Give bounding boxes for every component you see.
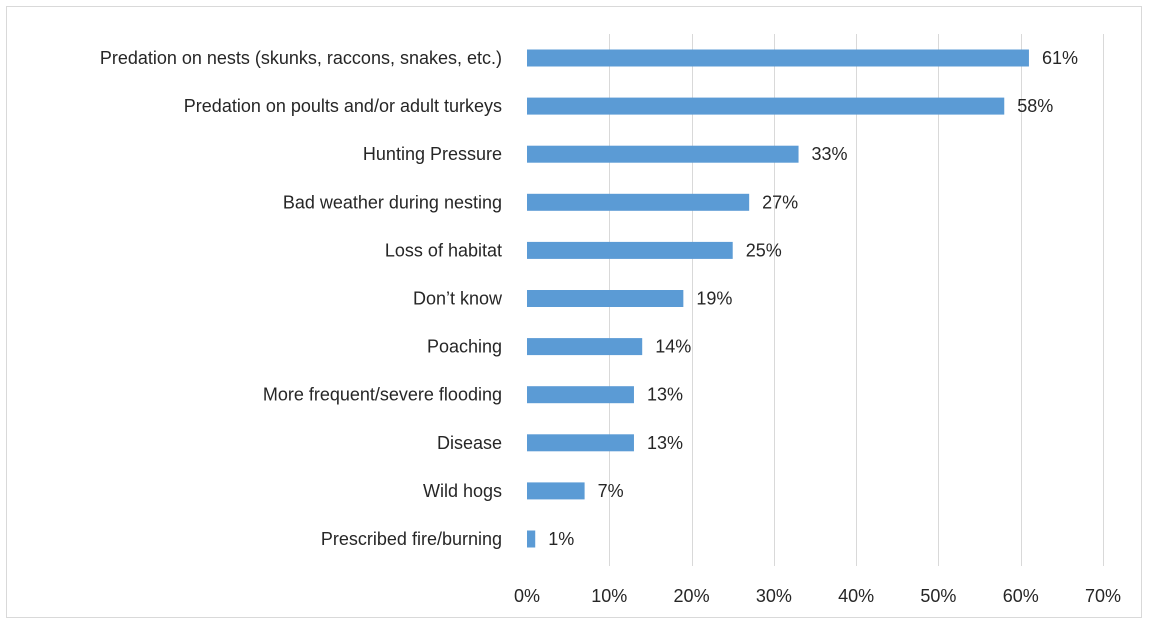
category-label: Predation on poults and/or adult turkeys [184,96,502,116]
category-label: More frequent/severe flooding [263,385,502,405]
bar [527,193,750,211]
data-label: 58% [1017,96,1053,116]
x-axis-tick-labels: 0% 10% 20% 30% 40% 50% 60% 70% [514,586,1121,606]
x-tick-label: 20% [674,586,710,606]
bar [527,97,1005,115]
data-label: 13% [647,385,683,405]
x-tick-label: 30% [756,586,792,606]
data-label: 27% [762,192,798,212]
category-label: Poaching [427,337,502,357]
x-tick-label: 50% [920,586,956,606]
data-label: 14% [655,337,691,357]
data-label: 7% [598,481,624,501]
data-labels: 61% 58% 33% 27% 25% 19% 14% 13% 13% 7% 1% [548,48,1078,549]
x-tick-label: 0% [514,586,540,606]
category-labels: Predation on nests (skunks, raccons, sna… [100,48,503,549]
x-tick-label: 10% [591,586,627,606]
category-label: Predation on nests (skunks, raccons, sna… [100,48,502,68]
x-tick-label: 60% [1003,586,1039,606]
category-label: Hunting Pressure [363,144,502,164]
bar [527,290,684,307]
category-label: Loss of habitat [385,240,502,260]
category-label: Prescribed fire/burning [321,529,502,549]
bar [527,49,1029,67]
bar [527,386,634,404]
category-label: Wild hogs [423,481,502,501]
data-label: 25% [746,240,782,260]
data-label: 19% [696,289,732,309]
data-label: 13% [647,433,683,453]
category-label: Disease [437,433,502,453]
data-label: 61% [1042,48,1078,68]
bar [527,145,799,163]
bar [527,530,536,548]
bar [527,338,643,356]
bar [527,241,733,259]
category-label: Bad weather during nesting [283,192,502,212]
category-label: Don’t know [413,289,503,309]
bars [527,49,1029,548]
bar [527,482,585,500]
gridlines [609,34,1104,566]
data-label: 33% [812,144,848,164]
data-label: 1% [548,529,574,549]
x-tick-label: 70% [1085,586,1121,606]
x-tick-label: 40% [838,586,874,606]
bar [527,434,634,452]
